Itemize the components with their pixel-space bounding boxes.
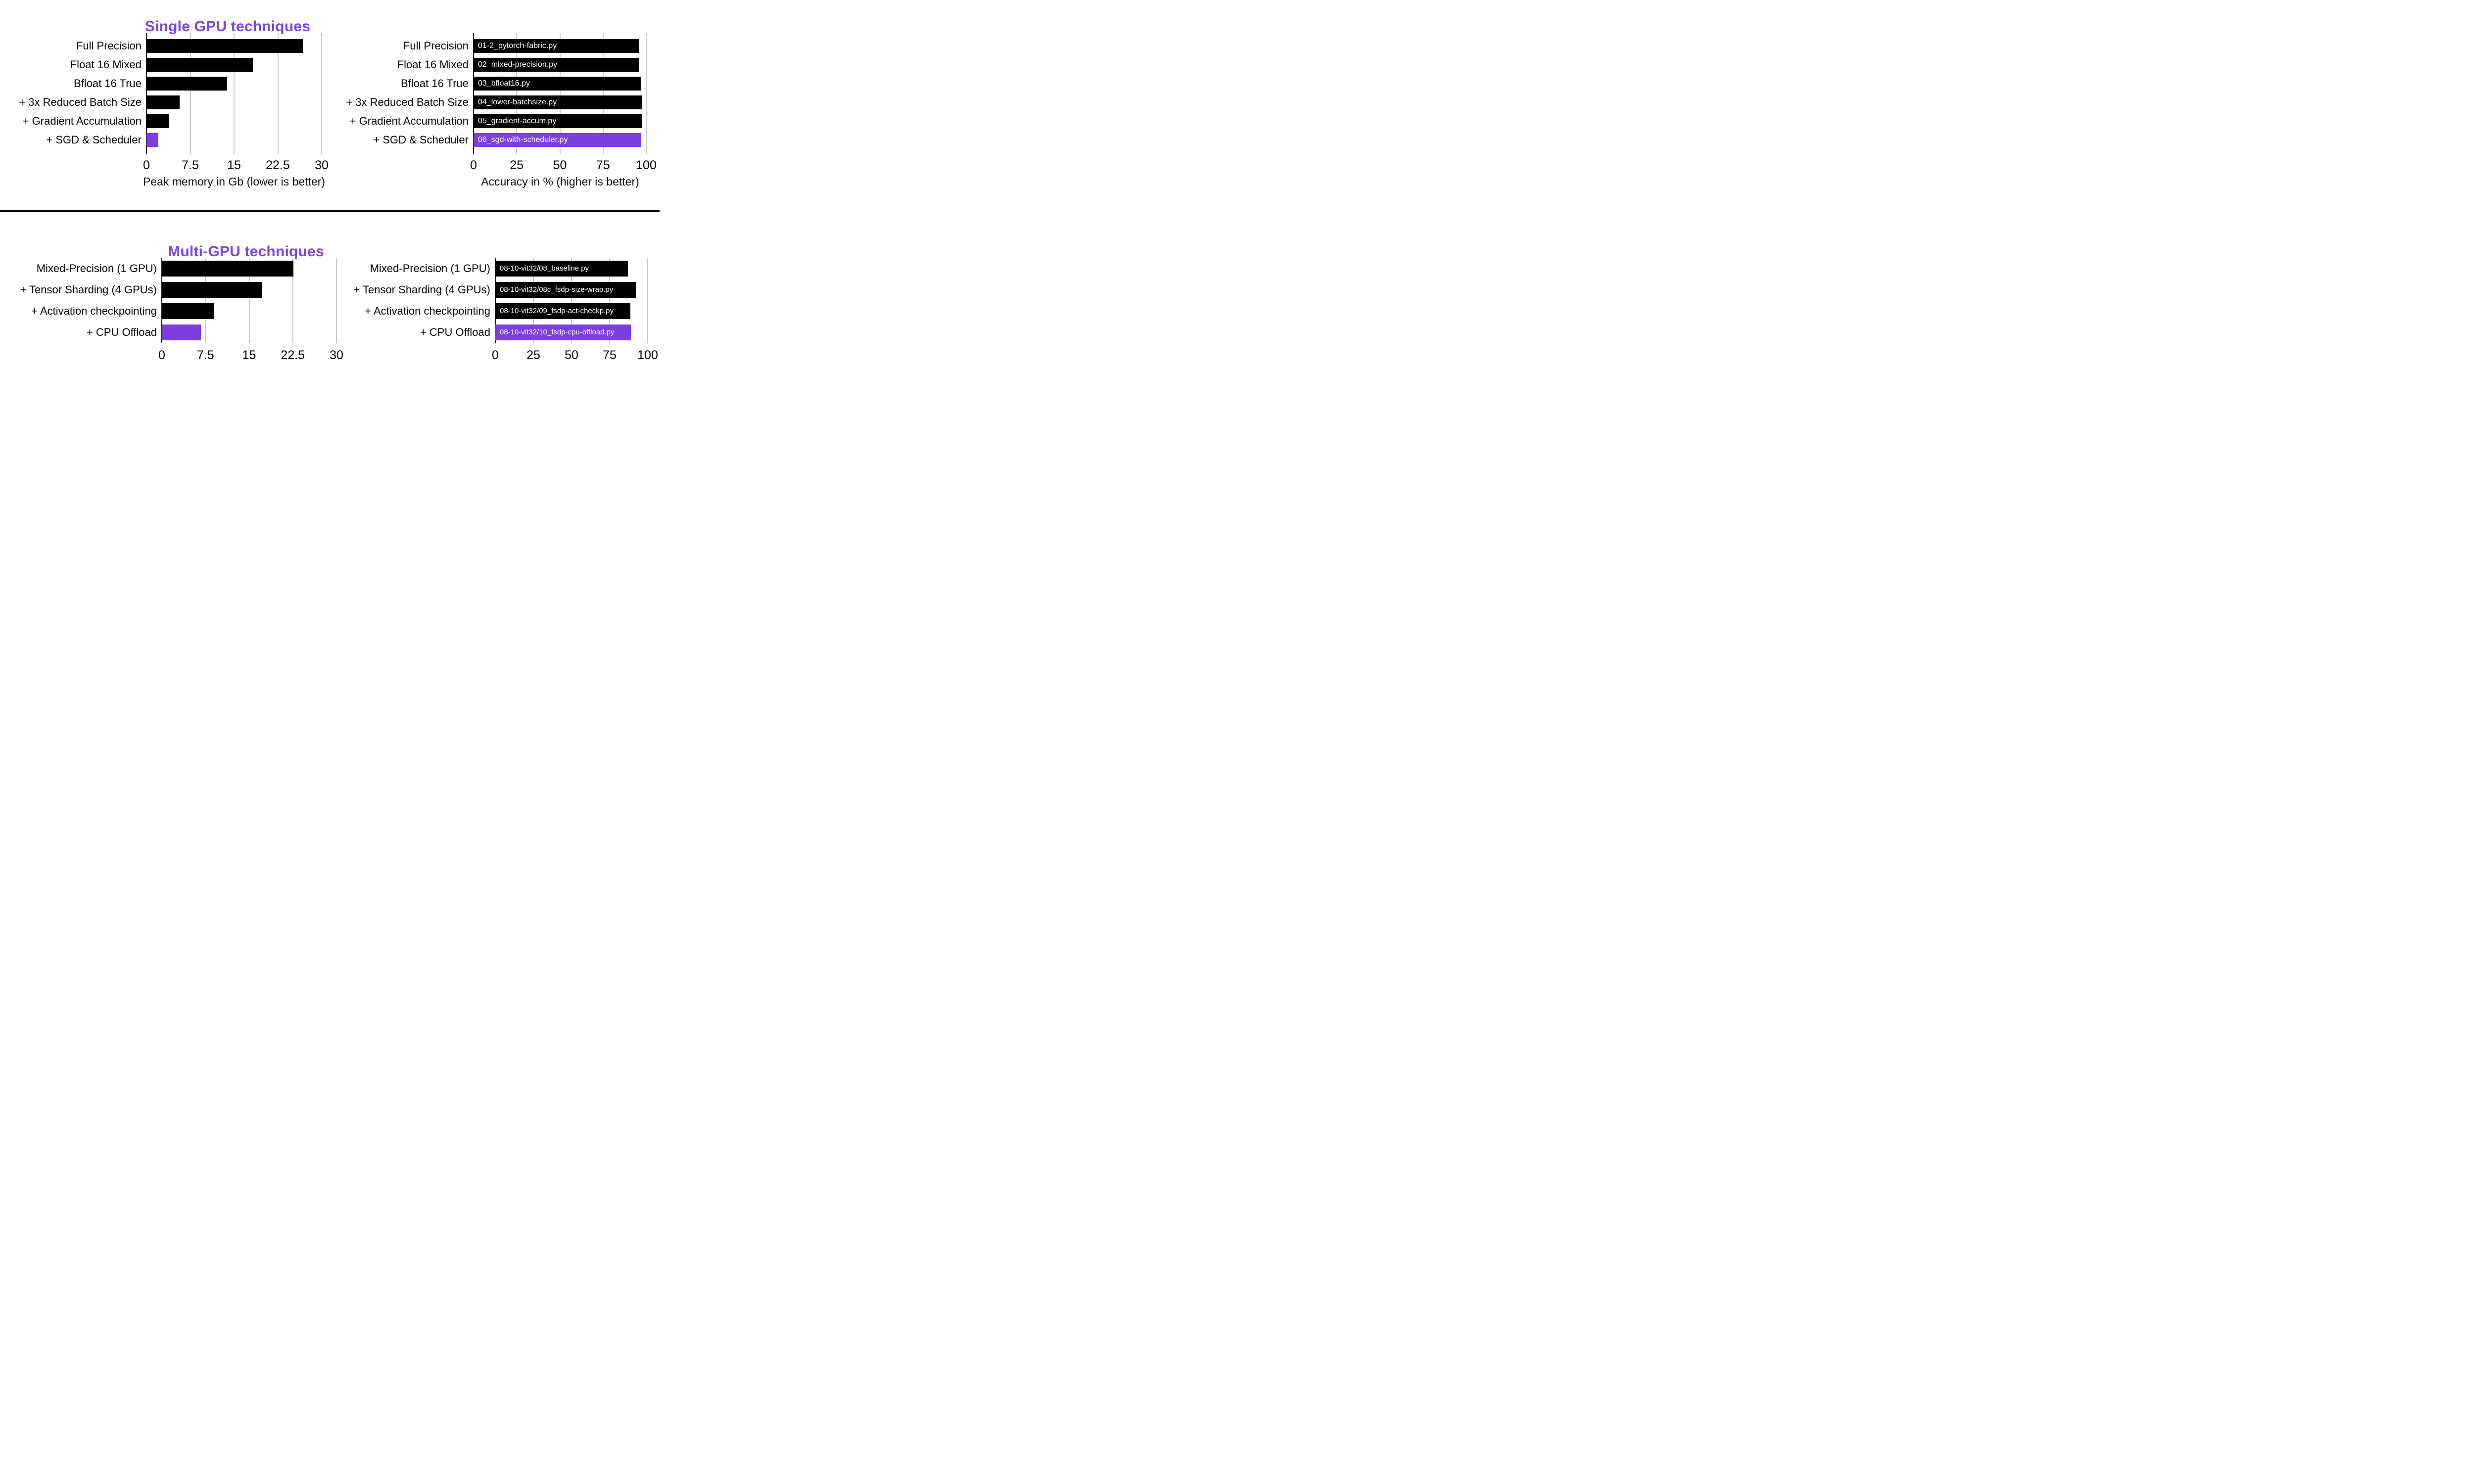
bar-file-label: 06_sgd-with-scheduler.py xyxy=(478,135,568,144)
y-axis-spine xyxy=(161,258,163,343)
gridline xyxy=(559,33,561,154)
category-label: + Activation checkpointing xyxy=(365,305,490,318)
bar-file-label: 08-10-vit32/10_fsdp-cpu-offload.py xyxy=(500,328,615,337)
gridline xyxy=(292,258,293,343)
category-label: Mixed-Precision (1 GPU) xyxy=(36,262,157,275)
category-label: + SGD & Scheduler xyxy=(373,133,469,146)
bar-file-label: 04_lower-batchsize.py xyxy=(478,97,557,106)
bar-file-label: 03_bfloat16.py xyxy=(478,79,530,88)
category-label: + Activation checkpointing xyxy=(31,305,157,318)
gridline xyxy=(190,33,191,154)
x-axis-label: Accuracy in % (higher is better) xyxy=(481,175,639,188)
y-axis-spine xyxy=(145,33,147,154)
category-label: + Gradient Accumulation xyxy=(22,114,142,127)
gridline xyxy=(234,33,235,154)
bar xyxy=(146,57,253,72)
x-tick-label: 30 xyxy=(315,158,329,172)
x-tick-label: 75 xyxy=(596,158,610,172)
y-axis-spine xyxy=(473,33,475,154)
bar xyxy=(146,133,158,147)
x-tick-label: 0 xyxy=(158,348,165,362)
gridline xyxy=(646,33,647,154)
x-tick-label: 15 xyxy=(242,348,256,362)
category-label: + SGD & Scheduler xyxy=(46,133,142,146)
bar xyxy=(162,260,293,277)
bar xyxy=(146,76,227,91)
figure-canvas: Single GPU techniques Peak memory in Gb … xyxy=(0,0,660,371)
category-label: + 3x Reduced Batch Size xyxy=(19,95,142,108)
x-tick-label: 50 xyxy=(553,158,567,172)
bar: 04_lower-batchsize.py xyxy=(474,95,642,109)
category-label: Bfloat 16 True xyxy=(401,77,469,90)
x-tick-label: 75 xyxy=(603,348,617,362)
x-tick-label: 25 xyxy=(526,348,540,362)
bar-file-label: 02_mixed-precision.py xyxy=(478,60,558,69)
bar-file-label: 08-10-vit32/08c_fsdp-size-wrap.py xyxy=(500,285,614,294)
x-tick-label: 22.5 xyxy=(281,348,305,362)
category-label: Float 16 Mixed xyxy=(397,58,469,71)
category-label: Full Precision xyxy=(403,39,469,52)
gridline xyxy=(516,33,518,154)
bar xyxy=(162,303,214,320)
x-tick-label: 15 xyxy=(227,158,241,172)
bar-file-label: 05_gradient-accum.py xyxy=(478,116,557,125)
bar: 02_mixed-precision.py xyxy=(474,57,639,72)
chart-title: Single GPU techniques xyxy=(144,18,311,35)
bar: 03_bfloat16.py xyxy=(474,76,641,91)
gridline xyxy=(533,258,534,343)
gridline xyxy=(609,258,610,343)
category-label: Float 16 Mixed xyxy=(70,58,142,71)
bar: 01-2_pytorch-fabric.py xyxy=(474,39,640,53)
gridline xyxy=(571,258,572,343)
bar: 06_sgd-with-scheduler.py xyxy=(474,133,642,147)
bar xyxy=(146,39,303,53)
gridline xyxy=(321,33,322,154)
bar xyxy=(146,95,180,109)
y-axis-spine xyxy=(494,258,496,343)
x-tick-label: 30 xyxy=(330,348,343,362)
category-label: Mixed-Precision (1 GPU) xyxy=(370,262,490,275)
bar-file-label: 01-2_pytorch-fabric.py xyxy=(478,41,557,50)
section-divider xyxy=(0,210,660,212)
bar xyxy=(146,114,170,128)
bar-file-label: 08-10-vit32/09_fsdp-act-checkp.py xyxy=(500,307,614,316)
gridline xyxy=(602,33,604,154)
category-label: + CPU Offload xyxy=(420,326,490,339)
gridline xyxy=(248,258,250,343)
category-label: Bfloat 16 True xyxy=(74,77,142,90)
bar xyxy=(162,281,262,298)
bar: 08-10-vit32/09_fsdp-act-checkp.py xyxy=(495,303,630,320)
x-tick-label: 50 xyxy=(565,348,578,362)
category-label: + CPU Offload xyxy=(86,326,157,339)
x-tick-label: 100 xyxy=(636,158,657,172)
x-tick-label: 0 xyxy=(470,158,477,172)
category-label: Full Precision xyxy=(76,39,142,52)
gridline xyxy=(277,33,279,154)
gridline xyxy=(336,258,337,343)
category-label: + Tensor Sharding (4 GPUs) xyxy=(353,283,490,296)
gridline xyxy=(647,258,648,343)
x-tick-label: 0 xyxy=(492,348,499,362)
x-tick-label: 22.5 xyxy=(266,158,290,172)
x-axis-label: Peak memory in Gb (lower is better) xyxy=(143,175,326,188)
bar: 08-10-vit32/10_fsdp-cpu-offload.py xyxy=(495,325,631,341)
bar xyxy=(162,325,201,341)
bar: 05_gradient-accum.py xyxy=(474,114,642,128)
x-tick-label: 25 xyxy=(510,158,524,172)
x-tick-label: 100 xyxy=(637,348,658,362)
category-label: + 3x Reduced Batch Size xyxy=(346,95,469,108)
category-label: + Gradient Accumulation xyxy=(349,114,469,127)
category-label: + Tensor Sharding (4 GPUs) xyxy=(20,283,157,296)
x-tick-label: 7.5 xyxy=(196,348,214,362)
bar: 08-10-vit32/08c_fsdp-size-wrap.py xyxy=(495,281,636,298)
chart-title: Multi-GPU techniques xyxy=(168,243,324,260)
bar: 08-10-vit32/08_baseline.py xyxy=(495,260,628,277)
x-tick-label: 7.5 xyxy=(182,158,199,172)
x-tick-label: 0 xyxy=(143,158,150,172)
gridline xyxy=(205,258,206,343)
bar-file-label: 08-10-vit32/08_baseline.py xyxy=(500,264,589,273)
